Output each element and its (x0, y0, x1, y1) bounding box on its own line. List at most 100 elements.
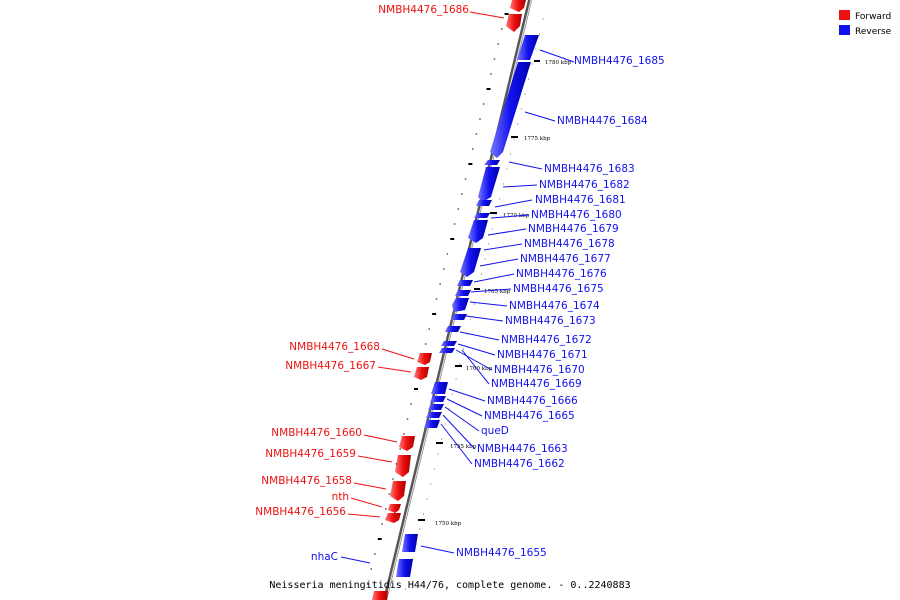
gene-reverse[interactable] (431, 382, 448, 394)
scale-label-1750: 1750 kbp (435, 521, 462, 527)
gene-label-forward[interactable]: NMBH4476_1686 (378, 4, 469, 16)
gene-reverse[interactable] (490, 62, 531, 158)
gene-label-reverse[interactable]: NMBH4476_1682 (539, 179, 630, 191)
leader-line (457, 343, 496, 356)
gene-label-reverse[interactable]: NMBH4476_1684 (557, 115, 648, 127)
gene-label-forward[interactable]: NMBH4476_1660 (271, 427, 362, 439)
gene-reverse[interactable] (474, 213, 490, 218)
leader-line (448, 388, 486, 402)
gene-reverse[interactable] (484, 160, 500, 165)
gene-label-reverse[interactable]: NMBH4476_1676 (516, 268, 607, 280)
leader-line (442, 414, 476, 450)
gene-label-reverse[interactable]: queD (481, 425, 509, 437)
gene-reverse[interactable] (439, 348, 455, 353)
gene-label-reverse[interactable]: nhaC (311, 551, 338, 563)
gene-label-reverse[interactable]: NMBH4476_1674 (509, 300, 600, 312)
leader-line (381, 348, 415, 360)
gene-label-reverse[interactable]: NMBH4476_1665 (484, 410, 575, 422)
scale-label-1780: 1780 kbp (545, 60, 572, 66)
gene-label-reverse[interactable]: NMBH4476_1669 (491, 378, 582, 390)
gene-reverse[interactable] (476, 200, 492, 206)
gene-reverse[interactable] (396, 559, 413, 577)
gene-reverse[interactable] (441, 341, 457, 346)
gene-reverse[interactable] (452, 298, 469, 312)
gene-forward[interactable] (390, 481, 406, 501)
gene-forward[interactable] (414, 367, 429, 380)
leader-line (455, 349, 493, 371)
gene-label-reverse[interactable]: NMBH4476_1673 (505, 315, 596, 327)
gene-label-reverse[interactable]: NMBH4476_1655 (456, 547, 547, 559)
scale-label-1765: 1765 kbp (484, 289, 511, 295)
gene-reverse[interactable] (451, 314, 467, 320)
gene-reverse[interactable] (478, 167, 500, 202)
gene-label-forward[interactable]: NMBH4476_1659 (265, 448, 356, 460)
gene-reverse[interactable] (424, 420, 440, 428)
gene-label-forward[interactable]: NMBH4476_1667 (285, 360, 376, 372)
leader-line (469, 11, 505, 19)
gene-forward[interactable] (417, 353, 432, 365)
scale-label-1775: 1775 kbp (524, 136, 551, 142)
gene-label-reverse[interactable]: NMBH4476_1666 (487, 395, 578, 407)
leader-line (479, 258, 519, 267)
gene-label-forward[interactable]: NMBH4476_1658 (261, 475, 352, 487)
gene-forward[interactable] (506, 14, 522, 32)
gene-reverse[interactable] (426, 412, 442, 418)
legend-label-forward: Forward (855, 12, 891, 22)
legend-swatch-reverse (839, 25, 850, 35)
genome-caption: Neisseria meningitidis H44/76, complete … (269, 580, 630, 591)
gene-label-reverse[interactable]: NMBH4476_1681 (535, 194, 626, 206)
gene-label-reverse[interactable]: NMBH4476_1678 (524, 238, 615, 250)
leader-line (487, 228, 527, 236)
leader-line (473, 273, 515, 283)
gene-forward[interactable] (399, 436, 415, 451)
leader-line (340, 556, 371, 564)
scale-label-1760: 1760 kbp (466, 366, 493, 372)
leader-line (420, 545, 455, 554)
leader-line (459, 331, 500, 341)
gene-reverse[interactable] (457, 280, 473, 286)
gene-label-reverse[interactable]: NMBH4476_1672 (501, 334, 592, 346)
legend-swatch-forward (839, 10, 850, 20)
gene-reverse[interactable] (428, 404, 444, 410)
gene-forward[interactable] (372, 591, 388, 600)
gene-label-reverse[interactable]: NMBH4476_1671 (497, 349, 588, 361)
gene-reverse[interactable] (455, 290, 471, 296)
gene-reverse[interactable] (430, 396, 446, 402)
leader-line (470, 288, 512, 293)
gene-reverse[interactable] (460, 248, 481, 277)
scale-label-1755: 1755 kbp (450, 444, 477, 450)
gene-label-reverse[interactable]: NMBH4476_1670 (494, 364, 585, 376)
leader-line (469, 301, 508, 307)
leader-line (465, 315, 504, 322)
gene-forward[interactable] (395, 455, 411, 477)
gene-forward[interactable] (510, 0, 526, 12)
gene-label-reverse[interactable]: NMBH4476_1680 (531, 209, 622, 221)
gene-label-reverse[interactable]: NMBH4476_1663 (477, 443, 568, 455)
gene-label-forward[interactable]: NMBH4476_1668 (289, 341, 380, 353)
gene-label-reverse[interactable]: NMBH4476_1675 (513, 283, 604, 295)
gene-label-reverse[interactable]: NMBH4476_1662 (474, 458, 565, 470)
forward-genes: NMBH4476_1686 NMBH4476_1668 NMBH4476_166… (255, 0, 526, 600)
gene-reverse[interactable] (445, 326, 461, 332)
leader-line (446, 398, 483, 417)
gene-label-reverse[interactable]: NMBH4476_1685 (574, 55, 665, 67)
leader-line (524, 111, 556, 122)
leader-line (363, 434, 398, 443)
reverse-genes: NMBH4476_1685 NMBH4476_1684 NMBH4476_168… (311, 35, 665, 577)
gene-label-forward[interactable]: nth (332, 491, 349, 503)
gene-forward[interactable] (385, 513, 401, 523)
gene-reverse[interactable] (517, 35, 539, 60)
gene-reverse[interactable] (468, 220, 488, 243)
gene-forward[interactable] (388, 504, 401, 513)
gene-reverse[interactable] (402, 534, 418, 552)
leader-line (357, 455, 393, 463)
gene-label-reverse[interactable]: NMBH4476_1683 (544, 163, 635, 175)
leader-line (350, 497, 383, 508)
leader-line (539, 49, 575, 63)
leader-line (508, 161, 543, 170)
leader-line (444, 406, 480, 432)
gene-label-forward[interactable]: NMBH4476_1656 (255, 506, 346, 518)
gene-label-reverse[interactable]: NMBH4476_1679 (528, 223, 619, 235)
gene-label-reverse[interactable]: NMBH4476_1677 (520, 253, 611, 265)
